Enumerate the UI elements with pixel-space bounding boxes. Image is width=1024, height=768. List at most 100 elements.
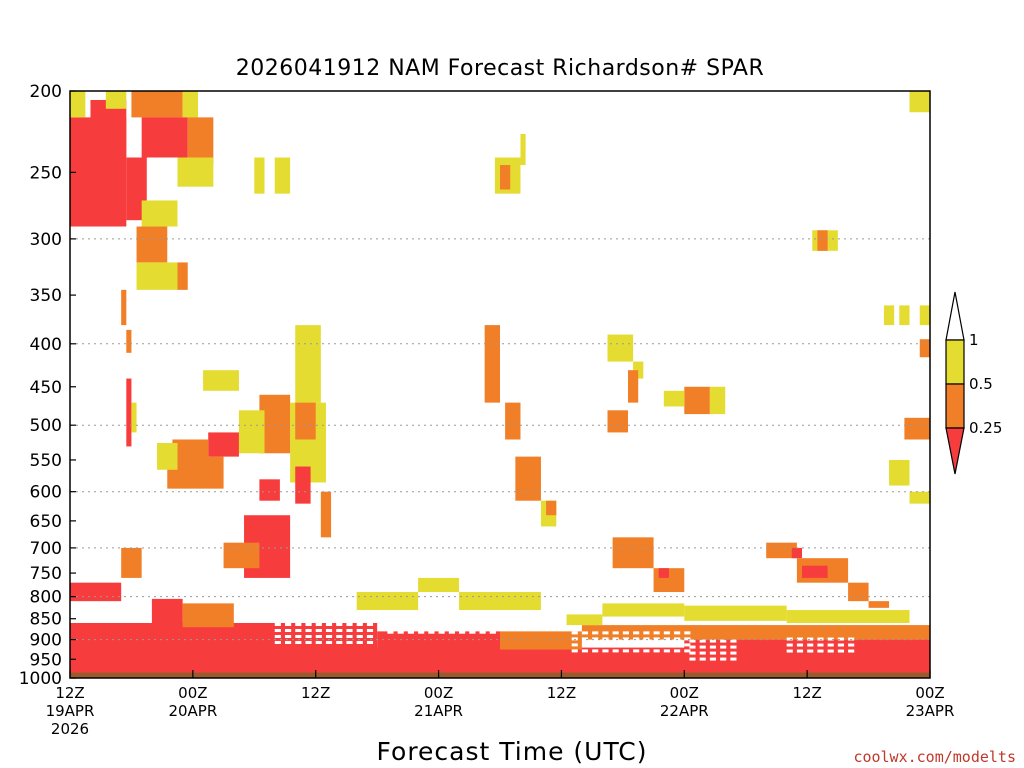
ri-region-orange (505, 402, 521, 440)
y-tick-label: 900 (30, 631, 62, 651)
ri-gap (336, 628, 343, 632)
ri-gap (448, 624, 455, 628)
ri-gap (622, 631, 629, 635)
ri-gap (837, 637, 844, 641)
ri-region-orange (868, 601, 890, 608)
color-legend: 1 0.5 0.25 (945, 291, 1002, 475)
ri-gap (571, 631, 578, 635)
ri-gap (643, 643, 650, 647)
ri-gap (612, 643, 619, 647)
ri-gap (689, 639, 696, 643)
legend-yellow-box (945, 339, 965, 385)
ri-gap (633, 631, 640, 635)
ri-region-red (90, 100, 127, 158)
ri-region-yellow (141, 200, 178, 227)
y-tick-label: 450 (30, 378, 62, 398)
ri-gap (663, 649, 670, 653)
x-tick-label: 23APR (906, 702, 955, 720)
ri-gap (612, 649, 619, 653)
ri-gap (730, 657, 737, 661)
ri-gap (469, 624, 476, 628)
ri-region-orange (612, 537, 654, 569)
y-tick-label: 250 (30, 163, 62, 183)
ri-gap (387, 624, 394, 628)
y-tick-label: 650 (30, 512, 62, 532)
ri-region-yellow (131, 402, 137, 433)
ri-gap (786, 643, 793, 647)
ri-gap (622, 649, 629, 653)
ri-gap (730, 645, 737, 649)
y-tick-label: 750 (30, 564, 62, 584)
ri-gap (479, 618, 486, 622)
ri-gap (305, 634, 312, 638)
y-tick-label: 400 (30, 335, 62, 355)
ri-region-orange (627, 370, 639, 403)
ri-gap (346, 622, 353, 626)
ri-region-red (377, 631, 500, 650)
credit-link[interactable]: coolwx.com/modelts (853, 748, 1016, 766)
x-tick-label: 00Z (424, 684, 453, 702)
ri-region-orange (848, 582, 869, 602)
ri-gap (448, 630, 455, 634)
ri-gap (653, 649, 660, 653)
ri-gap (489, 624, 496, 628)
ri-gap (602, 649, 609, 653)
ri-region-yellow (899, 305, 910, 326)
ri-gap (356, 622, 363, 626)
ri-gap (674, 637, 681, 641)
ri-region-orange (121, 547, 142, 578)
ri-gap (571, 637, 578, 641)
ri-region-orange (182, 603, 234, 628)
x-axis-title: Forecast Time (UTC) (377, 737, 648, 766)
ri-region-yellow (919, 305, 930, 326)
y-tick-label: 800 (30, 588, 62, 608)
ri-region-red (259, 479, 280, 501)
ri-gap (689, 645, 696, 649)
ri-gap (428, 630, 435, 634)
ri-region-yellow (459, 592, 541, 611)
ri-gap (592, 649, 599, 653)
ri-region-orange (904, 417, 930, 440)
ri-gap (837, 649, 844, 653)
x-tick-label: 2026 (51, 720, 89, 738)
ri-gap (366, 628, 374, 632)
ri-region-yellow (663, 390, 685, 407)
ri-region-yellow (909, 491, 930, 504)
ri-gap (709, 651, 717, 655)
ri-gap (786, 649, 793, 653)
ri-gap (684, 631, 691, 635)
ri-gap (622, 637, 629, 641)
ri-gap (796, 643, 804, 647)
ri-region-yellow (238, 410, 265, 454)
ri-region-yellow (157, 442, 178, 470)
ri-gap (428, 618, 435, 622)
ri-gap (489, 618, 496, 622)
ri-gap (489, 630, 496, 634)
ri-region-red (684, 639, 930, 650)
ri-region-yellow (105, 91, 127, 109)
ri-region-orange (684, 386, 710, 415)
ri-gap (366, 640, 374, 644)
ri-region-orange (320, 491, 332, 538)
x-tick-label: 12Z (547, 684, 576, 702)
ri-region-orange (817, 230, 828, 251)
ri-gap (709, 645, 717, 649)
ri-gap (796, 649, 804, 653)
ri-gap (653, 637, 660, 641)
ri-gap (274, 640, 281, 644)
x-tick-label: 12Z (55, 684, 84, 702)
ri-gap (274, 634, 281, 638)
ri-region-red (70, 582, 122, 602)
ri-region-orange (500, 631, 582, 650)
ri-region-yellow (602, 603, 685, 617)
ri-gap (720, 645, 727, 649)
ri-region-yellow (607, 334, 634, 362)
ri-gap (305, 628, 312, 632)
ri-region-orange (223, 542, 260, 569)
ri-gap (295, 634, 302, 638)
ri-gap (581, 637, 589, 641)
ri-gap (479, 630, 486, 634)
ri-gap (817, 643, 824, 647)
ri-gap (653, 643, 660, 647)
ri-gap (325, 628, 333, 632)
